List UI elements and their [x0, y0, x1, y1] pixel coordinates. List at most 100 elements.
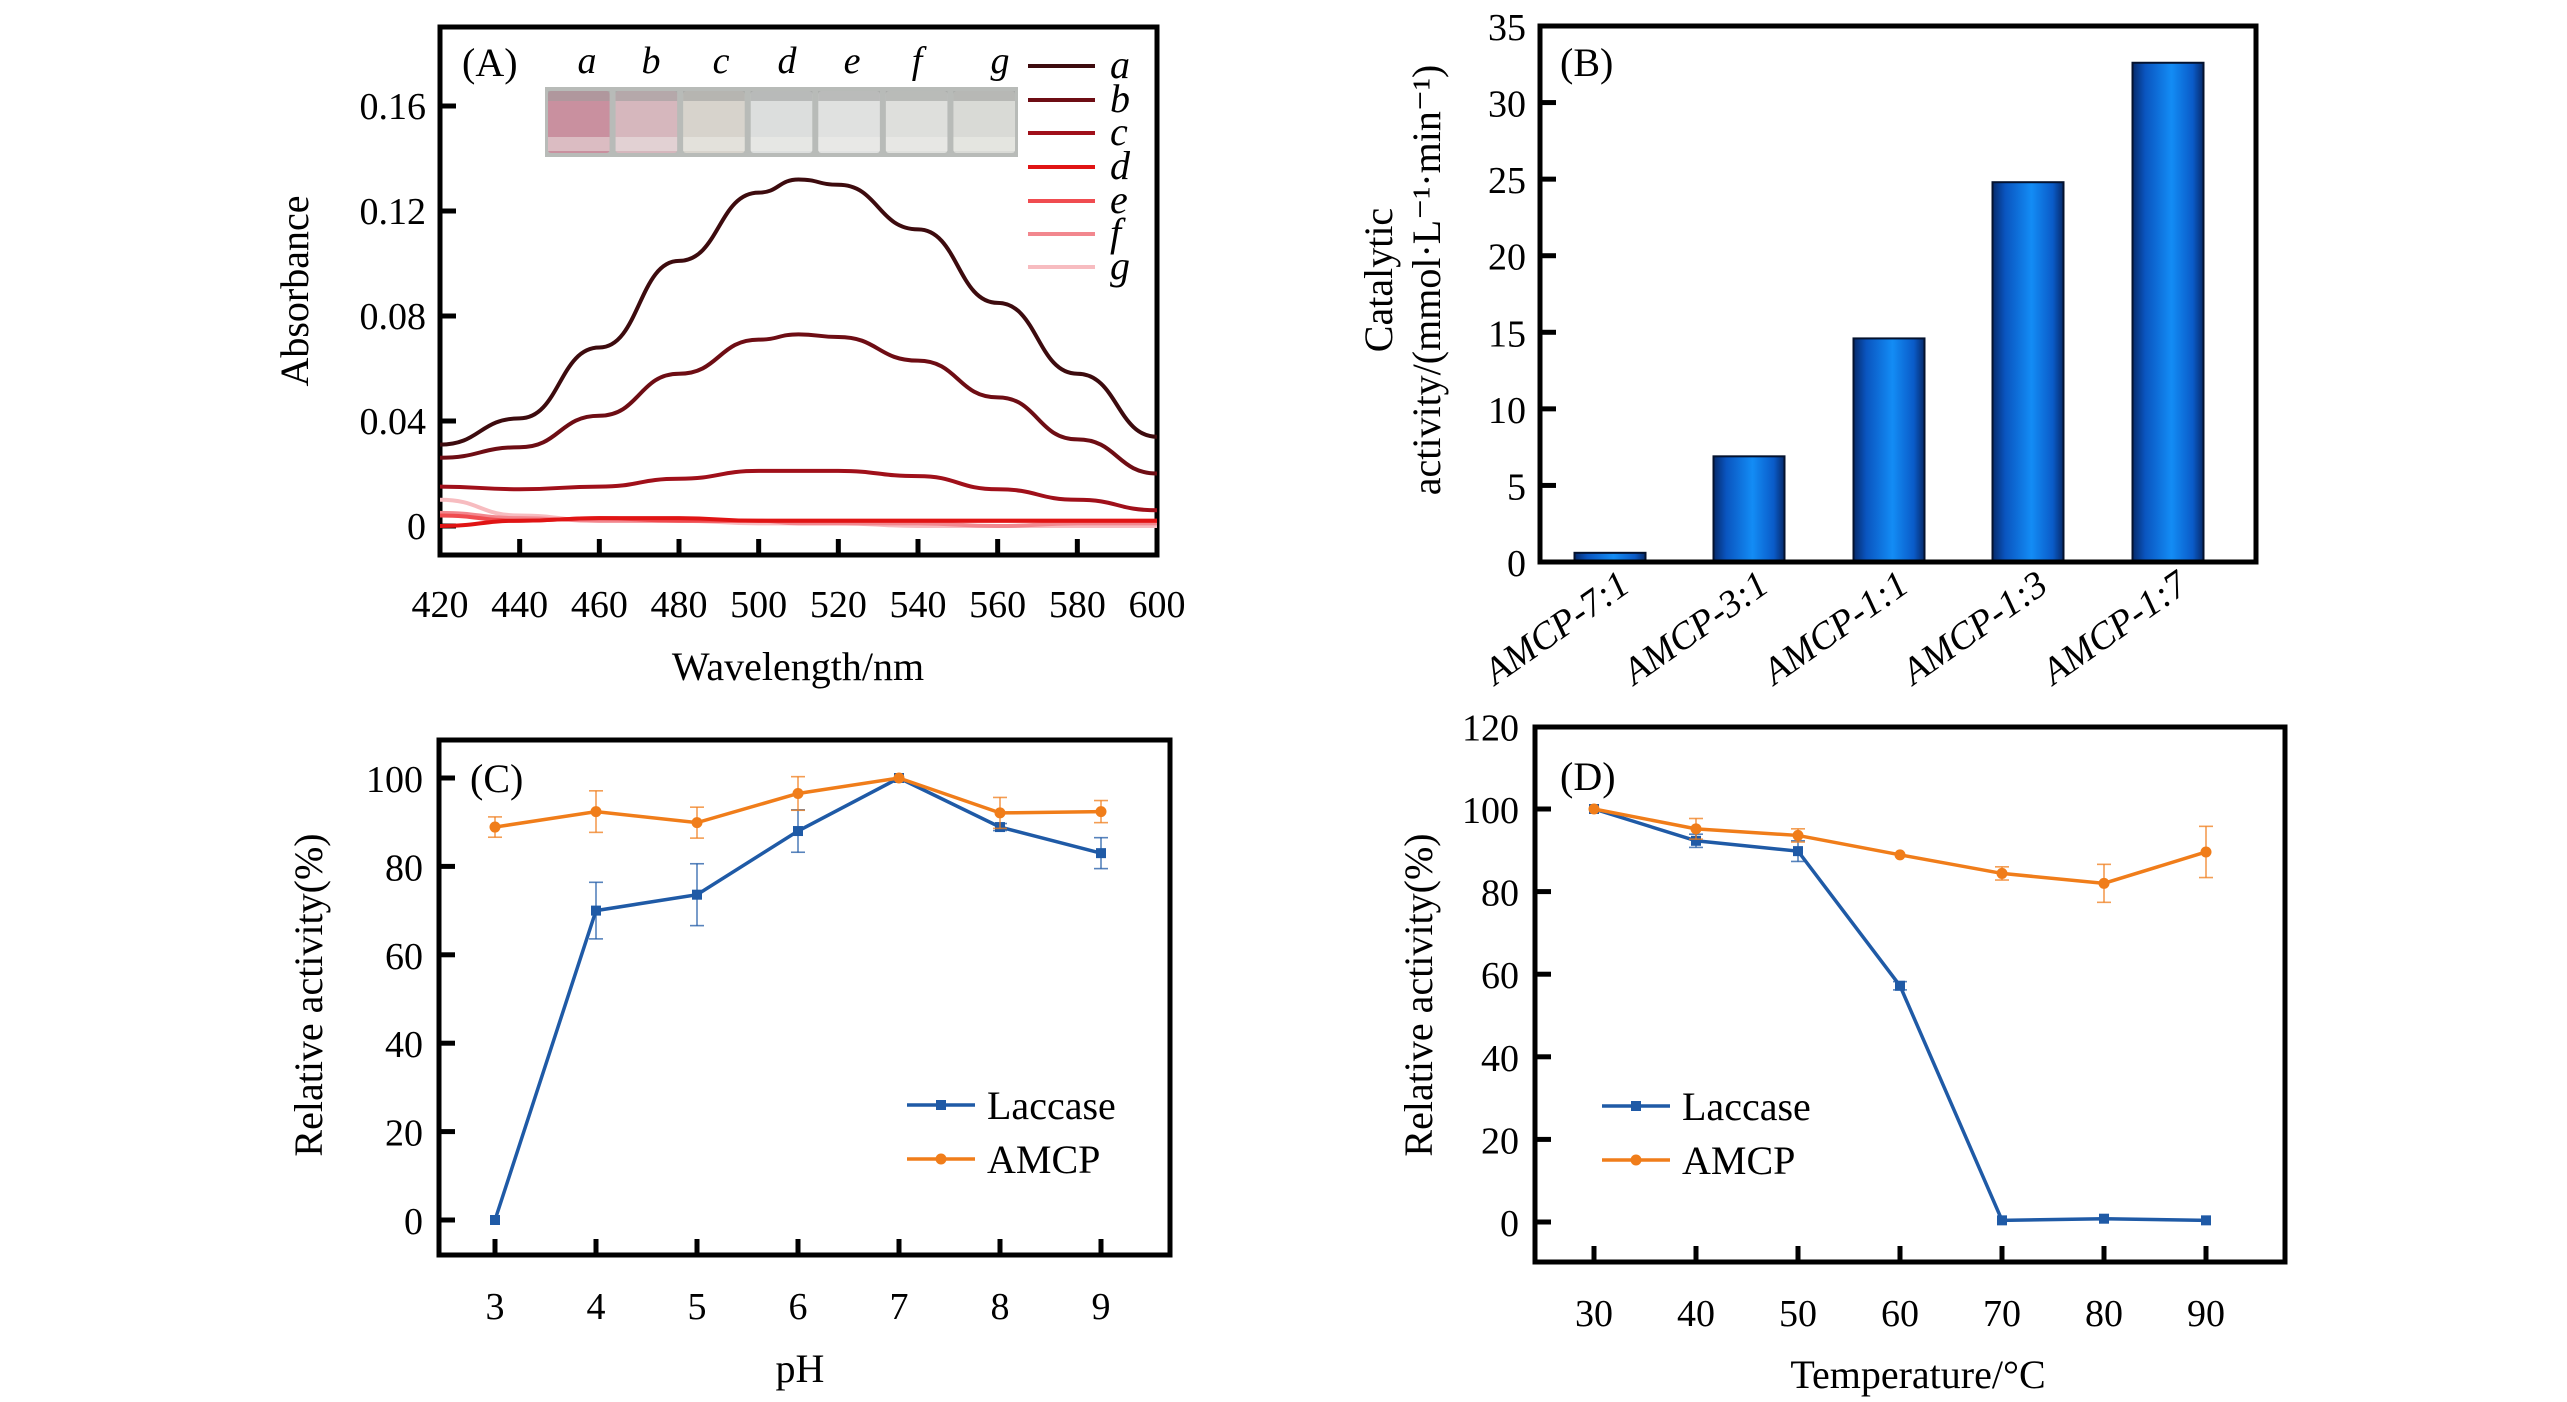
x-tick-label: 80 — [2085, 1293, 2123, 1335]
vial-base-d — [750, 137, 813, 151]
x-category-label: AMCP-1:7 — [2032, 562, 2197, 695]
x-tick-label: 40 — [1677, 1293, 1715, 1335]
data-point-laccase — [793, 826, 803, 837]
y-tick-label: 0.04 — [360, 401, 427, 443]
data-point-amcp — [1996, 867, 2008, 879]
panel-b-ylabel-line2: activity/(mmol·L⁻¹·min⁻¹) — [1404, 65, 1449, 496]
panel-a-xlabel: Wavelength/nm — [672, 644, 924, 689]
legend-label-amcp: AMCP — [987, 1137, 1100, 1182]
panel-a-label: (A) — [462, 40, 518, 85]
y-tick-label: 0 — [1500, 1203, 1519, 1245]
vial-base-e — [818, 137, 880, 151]
data-point-laccase — [692, 889, 702, 900]
x-tick-label: 580 — [1049, 584, 1106, 626]
x-tick-label: 30 — [1575, 1293, 1613, 1335]
panel-c-ylabel: Relative activity(%) — [286, 833, 331, 1156]
vial-base-g — [953, 137, 1015, 151]
panel-d-frame — [1532, 724, 2288, 1265]
y-tick-label: 35 — [1488, 7, 1526, 49]
x-category-label: AMCP-3:1 — [1613, 563, 1776, 695]
y-tick-label: 20 — [1488, 237, 1526, 279]
y-tick-label: 0 — [407, 506, 426, 548]
x-tick-label: 600 — [1129, 584, 1186, 626]
panel-c-frame — [436, 737, 1173, 1258]
data-point-amcp — [1894, 849, 1906, 861]
series-line-b — [439, 332, 1158, 476]
vial-photo-inset: a b c d e f g — [545, 40, 1018, 157]
data-point-amcp — [2200, 846, 2212, 858]
x-tick-label: 540 — [890, 584, 947, 626]
legend-label-c: c — [1110, 109, 1128, 154]
y-tick-label: 60 — [1481, 955, 1519, 997]
data-point-laccase — [2099, 1213, 2109, 1224]
y-tick-label: 0.16 — [360, 86, 427, 128]
x-tick-label: 5 — [688, 1286, 707, 1328]
y-tick-label: 15 — [1488, 313, 1526, 355]
vial-d — [750, 91, 813, 153]
x-tick-label: 7 — [890, 1286, 909, 1328]
x-category-label: AMCP-1:3 — [1892, 563, 2055, 695]
x-tick-label: 60 — [1881, 1293, 1919, 1335]
y-tick-label: 100 — [366, 759, 423, 801]
data-point-laccase — [2201, 1215, 2211, 1226]
x-tick-label: 90 — [2187, 1293, 2225, 1335]
legend-label-amcp: AMCP — [1682, 1138, 1795, 1183]
panel-d-ylabel: Relative activity(%) — [1396, 833, 1441, 1156]
legend-marker-laccase — [1631, 1101, 1641, 1111]
x-tick-label: 9 — [1092, 1286, 1111, 1328]
panel-d-legend: Laccase AMCP — [1602, 1084, 1811, 1183]
vial-e — [818, 91, 880, 153]
x-tick-label: 520 — [810, 584, 867, 626]
legend-label-g: g — [1110, 243, 1130, 288]
data-point-laccase — [1691, 835, 1701, 846]
panel-d-label: (D) — [1560, 754, 1616, 799]
vial-cap-g — [953, 91, 1015, 101]
series-line-d — [439, 516, 1157, 528]
x-tick-label: 6 — [789, 1286, 808, 1328]
panel-c-legend: Laccase AMCP — [907, 1083, 1116, 1182]
x-category-label: AMCP-1:1 — [1753, 563, 1916, 695]
y-tick-label: 0.12 — [360, 191, 427, 233]
y-tick-label: 60 — [385, 936, 423, 978]
data-point-laccase — [1096, 848, 1106, 859]
data-point-amcp — [792, 787, 804, 799]
x-tick-label: 70 — [1983, 1293, 2021, 1335]
vial-cap-e — [818, 91, 880, 101]
data-point-laccase — [591, 905, 601, 916]
series-line-a — [439, 177, 1158, 447]
vial-cap-d — [750, 91, 813, 101]
series-line-c — [439, 468, 1158, 513]
vial-f — [885, 91, 948, 153]
data-point-laccase — [1895, 980, 1905, 991]
y-tick-label: 0 — [404, 1201, 423, 1243]
y-tick-label: 80 — [1481, 873, 1519, 915]
vial-base-a — [548, 137, 610, 151]
vial-label-b: b — [642, 40, 661, 82]
y-tick-label: 40 — [1481, 1038, 1519, 1080]
x-tick-label: 500 — [730, 584, 787, 626]
vial-label-e: e — [844, 40, 861, 82]
x-tick-label: 480 — [651, 584, 708, 626]
panel-d-xlabel: Temperature/°C — [1790, 1352, 2045, 1397]
data-point-amcp — [2098, 877, 2110, 889]
legend-label-laccase: Laccase — [1682, 1084, 1811, 1129]
legend-label-e: e — [1110, 177, 1128, 222]
y-tick-label: 10 — [1488, 390, 1526, 432]
y-tick-label: 0 — [1507, 543, 1526, 585]
data-point-amcp — [893, 772, 905, 784]
legend-marker-amcp — [1630, 1154, 1642, 1166]
panel-a-absorbance-chart: 420 440 460 480 500 520 540 560 580 600 0 0.04 0.08… — [272, 24, 1186, 689]
vial-cap-b — [615, 91, 678, 101]
data-point-amcp — [691, 817, 703, 829]
y-tick-label: 0.08 — [360, 296, 427, 338]
y-tick-label: 5 — [1507, 466, 1526, 508]
legend-marker-amcp — [935, 1153, 947, 1165]
vial-label-a: a — [578, 40, 597, 82]
vial-cap-a — [548, 91, 610, 101]
vial-g — [953, 91, 1015, 153]
vial-label-d: d — [778, 40, 798, 82]
x-tick-label: 460 — [571, 584, 628, 626]
x-tick-label: 8 — [991, 1286, 1010, 1328]
